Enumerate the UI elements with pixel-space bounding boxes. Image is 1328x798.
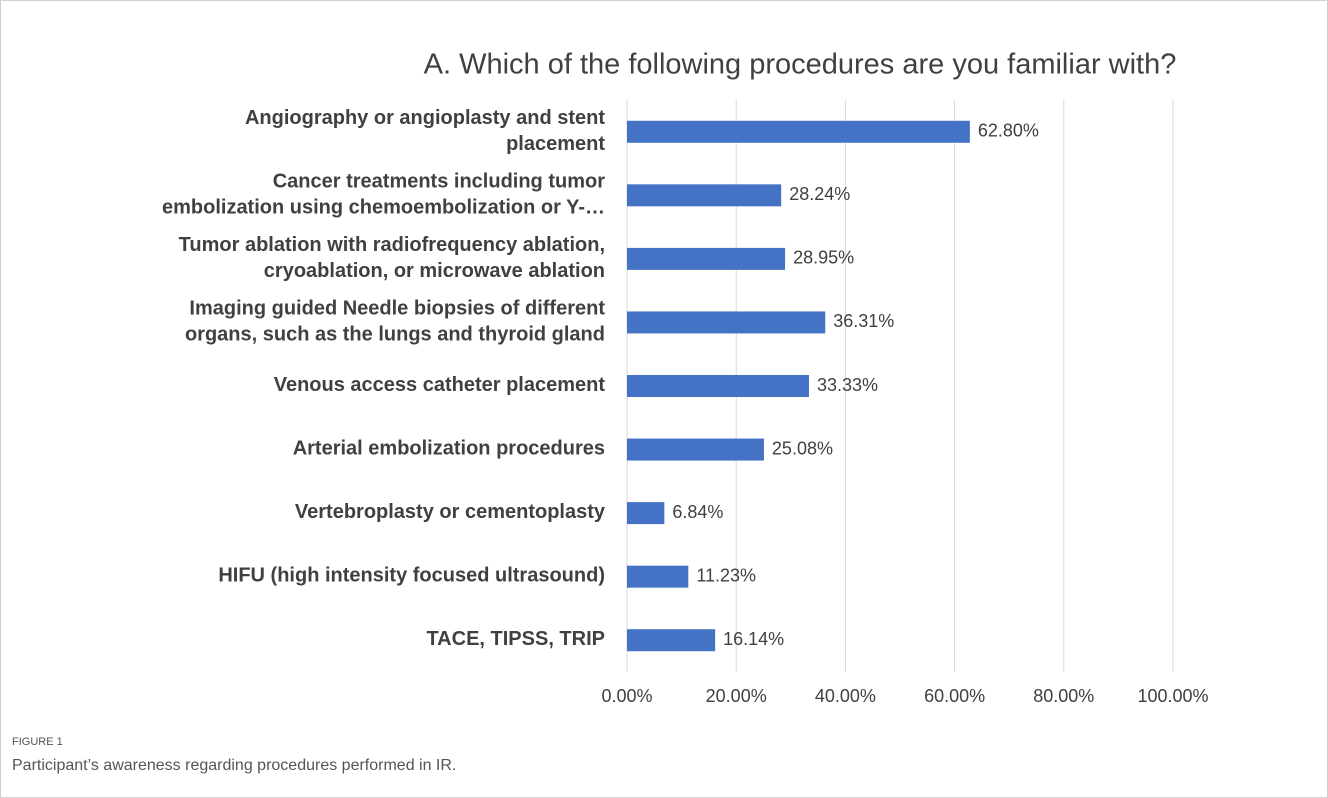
y-tick-label: Cancer treatments including tumor emboliz…	[162, 171, 605, 219]
y-tick-label: Tumor ablation with radiofrequency ablat…	[179, 234, 605, 282]
x-tick-label: 60.00%	[924, 686, 985, 706]
y-tick-label: Imaging guided Needle biopsies of differ…	[185, 298, 605, 346]
bar	[627, 184, 782, 207]
figure-caption: Participant’s awareness regarding proced…	[12, 757, 456, 774]
y-tick-label: Arterial embolization procedures	[293, 438, 605, 460]
x-tick-label: 20.00%	[706, 686, 767, 706]
figure-label: FIGURE 1	[12, 736, 63, 748]
bar	[627, 311, 826, 334]
bar	[627, 438, 764, 461]
value-label: 11.23%	[696, 565, 756, 585]
bar	[627, 247, 786, 270]
value-label: 25.08%	[772, 438, 833, 458]
y-tick-label: Angiography or angioplasty and stent plac…	[245, 107, 605, 155]
bar	[627, 375, 809, 397]
x-tick-label: 0.00%	[601, 686, 652, 706]
value-label: 36.31%	[833, 311, 894, 331]
value-label: 33.33%	[817, 375, 878, 395]
value-label: 16.14%	[723, 629, 784, 649]
x-tick-label: 100.00%	[1137, 686, 1208, 706]
value-label: 62.80%	[978, 121, 1039, 141]
x-tick-label: 40.00%	[815, 686, 876, 706]
bar	[627, 629, 716, 652]
bar	[627, 502, 665, 525]
value-label: 6.84%	[672, 502, 723, 522]
y-tick-label: HIFU (high intensity focused ultrasound)	[218, 565, 605, 587]
chart-title: A. Which of the following procedures are…	[424, 49, 1177, 81]
value-label: 28.95%	[793, 248, 854, 268]
y-tick-label: Venous access catheter placement	[274, 374, 606, 396]
bar	[627, 120, 970, 143]
y-tick-label: Vertebroplasty or cementoplasty	[295, 501, 606, 523]
value-label: 28.24%	[789, 184, 850, 204]
x-tick-label: 80.00%	[1033, 686, 1094, 706]
bar	[627, 565, 689, 588]
y-tick-label: TACE, TIPSS, TRIP	[426, 629, 605, 651]
